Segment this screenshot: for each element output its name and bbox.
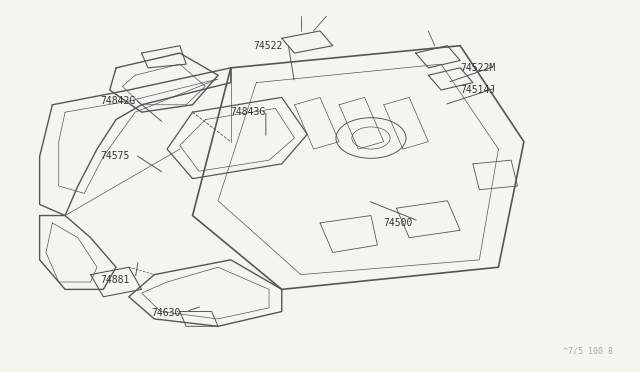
Text: 74514J: 74514J — [460, 85, 495, 95]
Text: 74522: 74522 — [253, 41, 282, 51]
Text: 74575: 74575 — [100, 151, 129, 161]
Text: 74630: 74630 — [151, 308, 180, 318]
Text: 74843G: 74843G — [231, 107, 266, 117]
Text: 74522M: 74522M — [460, 63, 495, 73]
Text: 74842G: 74842G — [100, 96, 136, 106]
Text: 74500: 74500 — [384, 218, 413, 228]
Text: ^7/5 100 8: ^7/5 100 8 — [563, 347, 613, 356]
Text: 74881: 74881 — [100, 275, 129, 285]
